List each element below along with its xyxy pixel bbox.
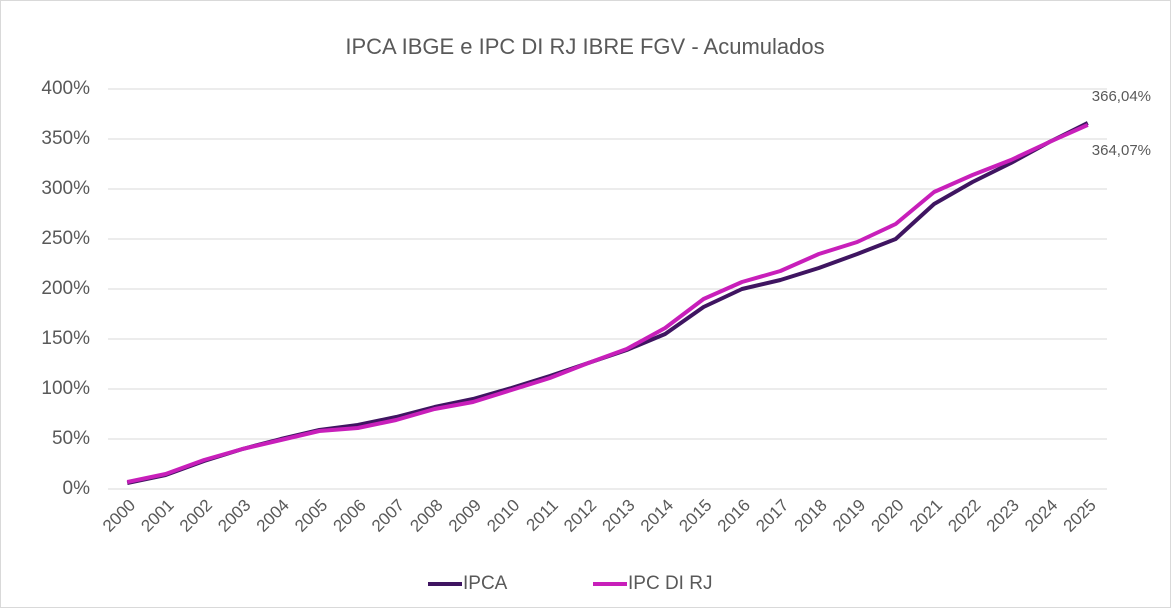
y-tick-label: 350% — [41, 128, 90, 149]
legend-label: IPCA — [463, 573, 508, 594]
legend-label: IPC DI RJ — [628, 573, 712, 594]
y-tick-label: 50% — [52, 428, 90, 449]
y-tick-label: 400% — [41, 78, 90, 99]
series-line — [126, 123, 1089, 484]
y-tick-label: 200% — [41, 278, 90, 299]
chart-title: IPCA IBGE e IPC DI RJ IBRE FGV - Acumula… — [345, 34, 824, 59]
y-tick-label: 100% — [41, 378, 90, 399]
y-tick-label: 300% — [41, 178, 90, 199]
y-tick-label: 250% — [41, 228, 90, 249]
data-label: 366,04% — [1092, 88, 1151, 105]
y-tick-label: 0% — [63, 478, 91, 499]
data-label: 364,07% — [1092, 142, 1151, 159]
y-tick-label: 150% — [41, 328, 90, 349]
